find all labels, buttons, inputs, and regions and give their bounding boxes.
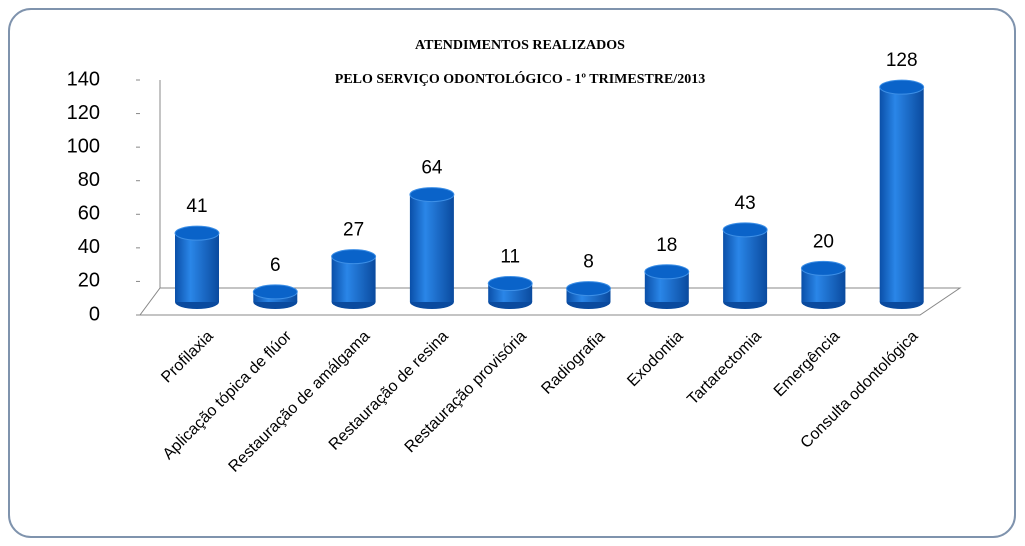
bar-top [722,222,768,238]
data-label: 64 [421,158,443,179]
data-label: 11 [500,247,520,268]
bar-top [644,264,690,280]
data-label: 6 [270,255,281,276]
y-tick-label: 140 [67,68,100,90]
bar-body [409,194,454,302]
bar [174,225,220,309]
bar [879,79,925,309]
bar-top [331,249,377,265]
chart-title: ATENDIMENTOS REALIZADOS [415,38,625,53]
bar-body [175,233,219,302]
bar [331,249,377,309]
bar-body [879,87,924,303]
bar-top [566,281,611,297]
floor [139,287,962,316]
y-tick-label: 0 [89,303,100,325]
data-label: 128 [886,50,918,71]
bar-top [409,187,455,203]
bar [487,276,533,309]
y-tick-label: 100 [67,135,100,157]
data-label: 41 [186,196,207,217]
data-label: 8 [583,252,594,273]
bar [800,260,846,309]
bar [252,284,298,309]
bar [409,187,455,309]
data-label: 18 [656,235,677,256]
bar-body [723,229,768,302]
bar [722,222,768,309]
bar-top [800,260,846,276]
y-tick-label: 120 [67,102,100,124]
frame [8,8,1016,538]
bar-body [331,256,376,302]
bar-top [487,276,533,292]
y-tick-label: 80 [78,169,100,191]
data-label: 43 [735,193,756,214]
data-label: 20 [813,231,834,252]
chart-subtitle: PELO SERVIÇO ODONTOLÓGICO - 1º TRIMESTRE… [335,70,705,87]
y-tick-label: 60 [78,203,100,225]
bar-top [252,284,298,300]
data-label: 27 [343,220,364,241]
bar-top [879,79,925,95]
bar [644,264,690,309]
bar-top [174,225,220,241]
y-tick-label: 40 [78,236,100,258]
bar [566,281,611,309]
y-tick-label: 20 [78,270,100,292]
